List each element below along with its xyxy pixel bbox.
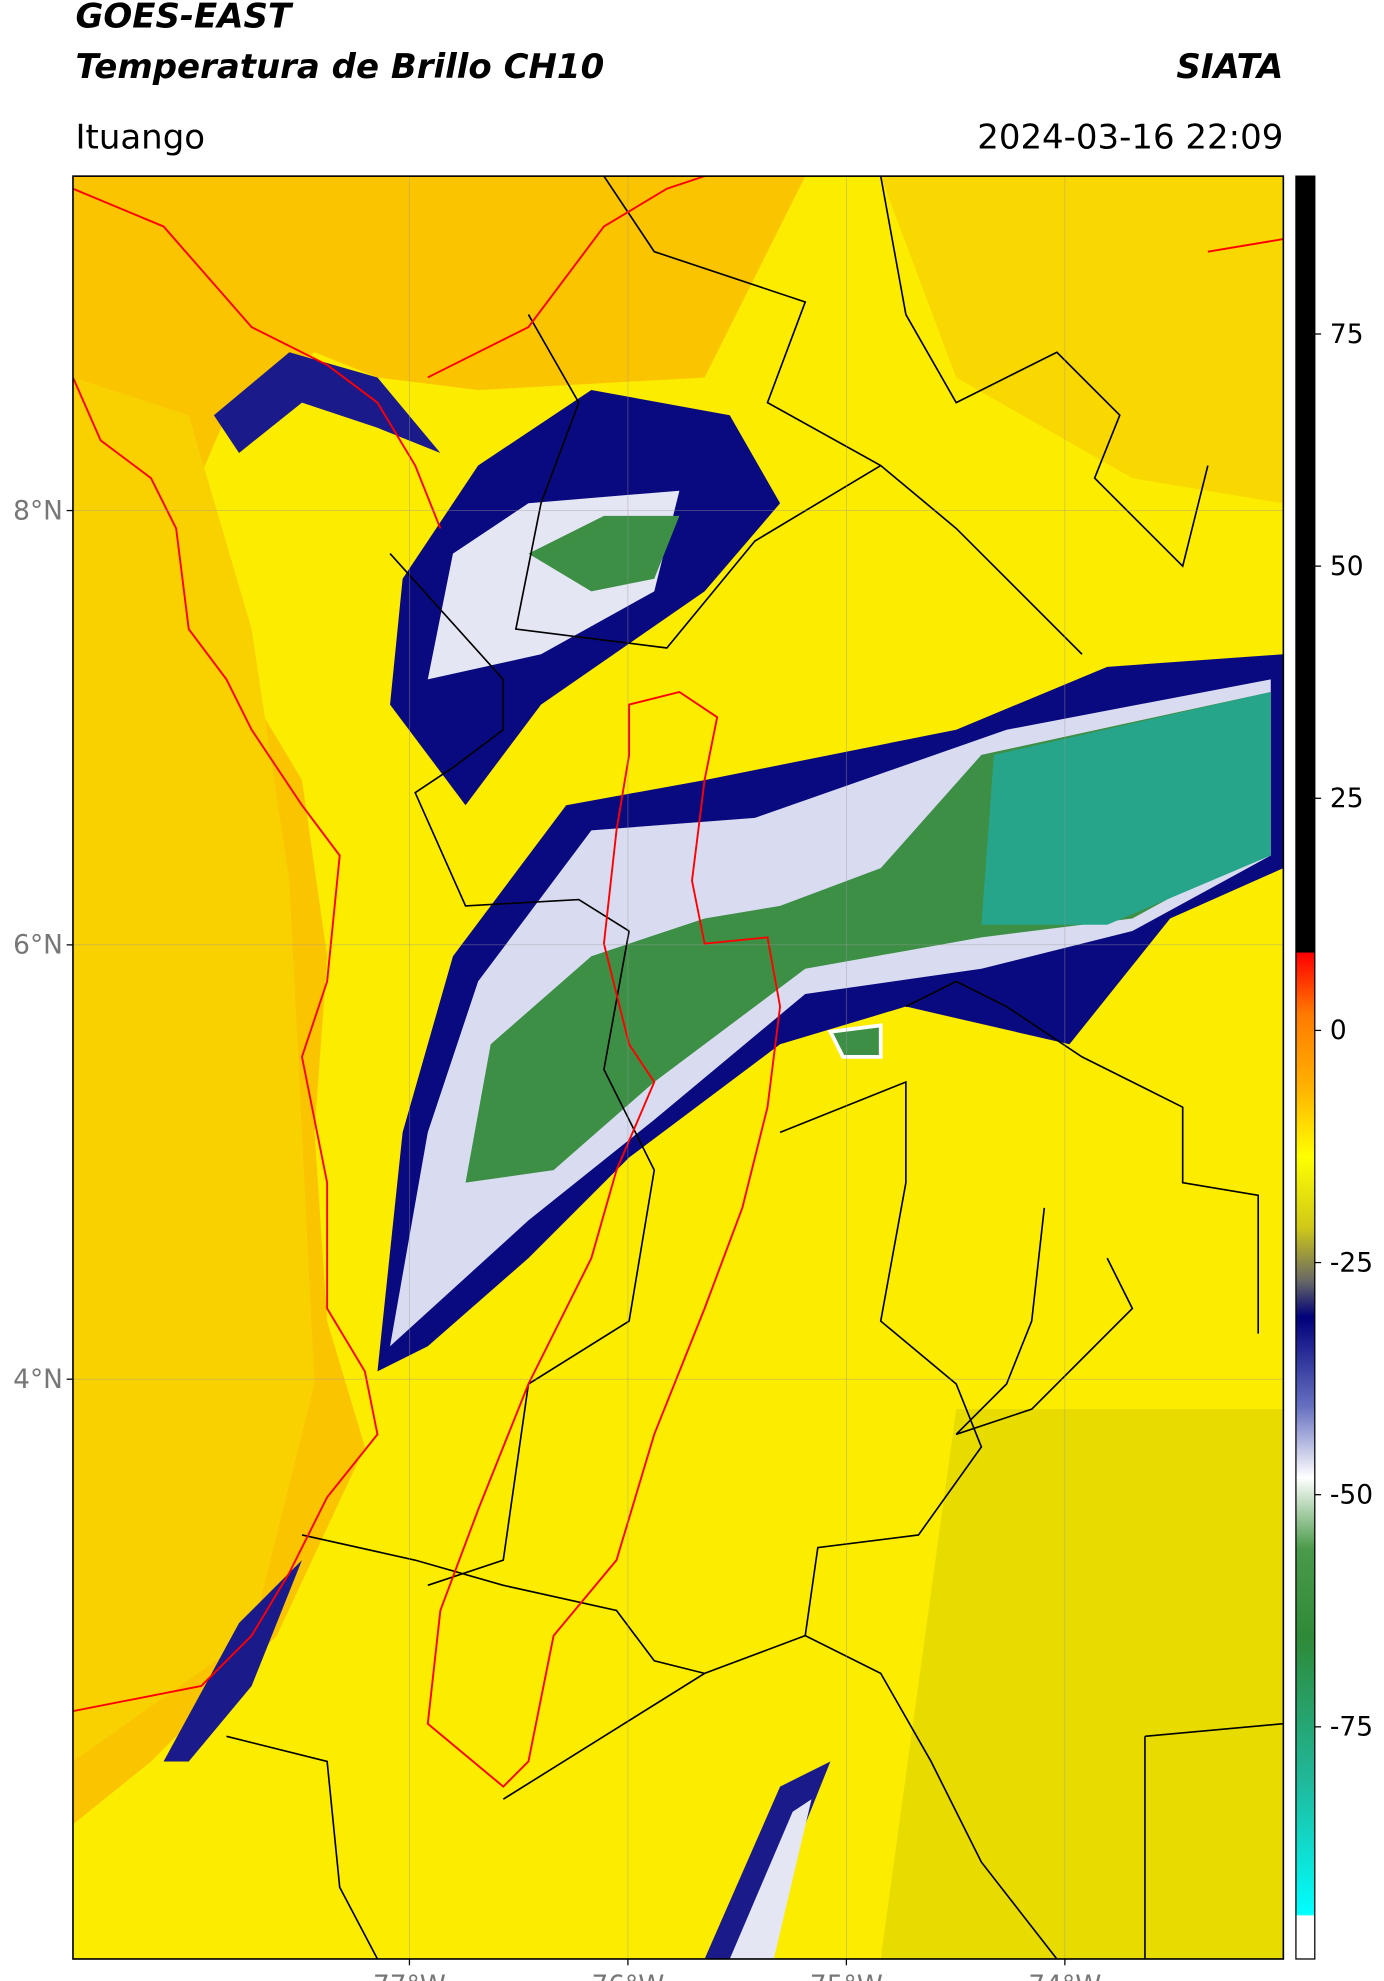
lat-label: 6°N — [13, 930, 63, 961]
colorbar-label: -75 — [1330, 1712, 1373, 1743]
brand: SIATA — [1176, 47, 1283, 87]
map-frame — [72, 175, 1285, 1960]
colorbar-label: -50 — [1330, 1480, 1373, 1511]
colorbar-label: 0 — [1330, 1015, 1347, 1046]
lon-label: 74°W — [1028, 1970, 1101, 1981]
colorbar-label: 25 — [1330, 783, 1364, 814]
colorbar-label: -25 — [1330, 1247, 1373, 1278]
location: Ituango — [75, 117, 205, 157]
lat-label: 8°N — [13, 495, 63, 526]
subtitle: Temperatura de Brillo CH10 — [75, 47, 604, 87]
lon-label: 75°W — [810, 1970, 883, 1981]
graticule — [72, 176, 1284, 1959]
colorbar-label: 50 — [1330, 551, 1364, 582]
lat-label: 4°N — [13, 1364, 63, 1395]
title: GOES-EAST — [75, 0, 293, 37]
lon-label: 76°W — [591, 1970, 664, 1981]
lon-label: 77°W — [373, 1970, 446, 1981]
tick-layer: 8°N 6°N 4°N 77°W 76°W 75°W 74°W 75 50 25 0 -25 -50 -7… — [13, 319, 1373, 1981]
colorbar — [1295, 175, 1316, 1960]
datetime: 2024-03-16 22:09 — [977, 117, 1283, 157]
satellite-image — [72, 176, 1284, 1959]
colorbar-label: 75 — [1330, 319, 1364, 350]
